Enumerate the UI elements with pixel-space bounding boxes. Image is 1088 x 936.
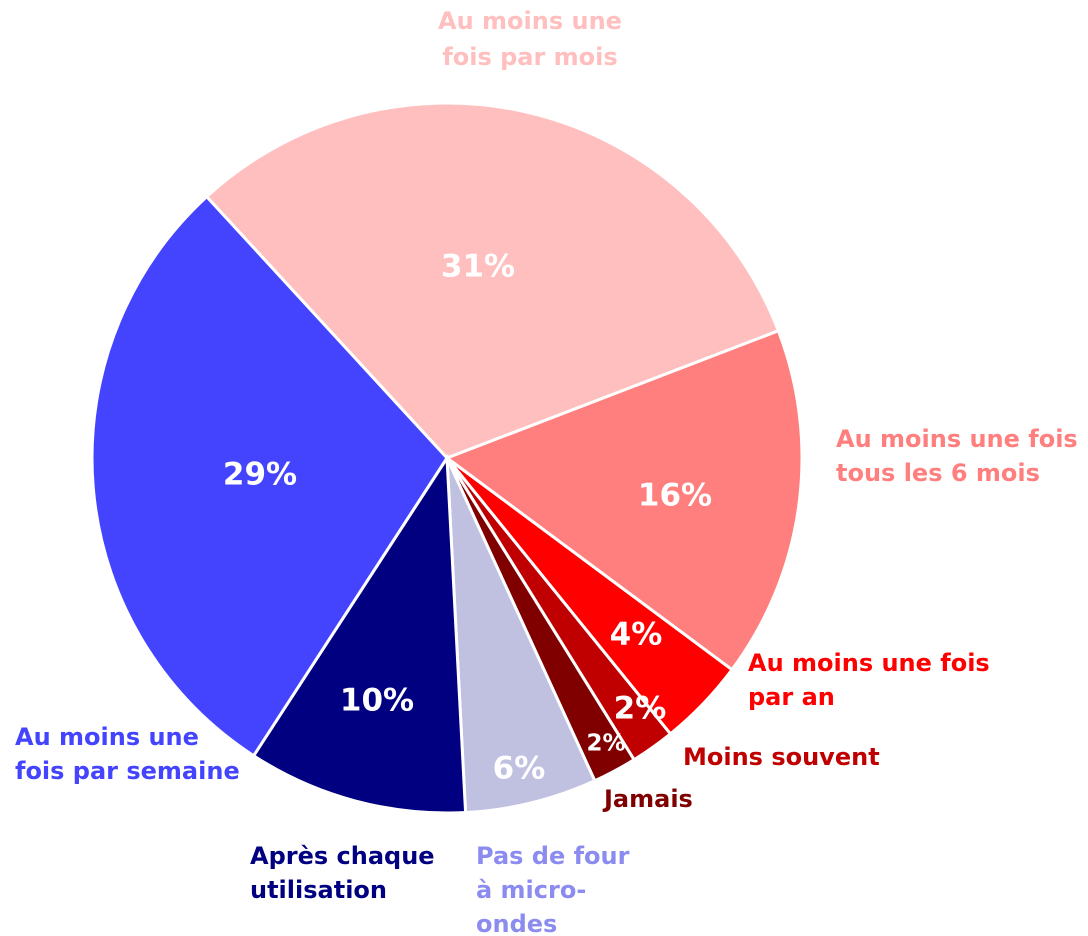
slice-label: à micro- <box>476 876 586 904</box>
value-label: 2% <box>586 731 625 757</box>
pie-slice <box>445 457 597 815</box>
value-label: 6% <box>493 751 546 787</box>
slice-label: Après chaque <box>250 842 435 870</box>
pie-slice <box>251 453 468 815</box>
slice-label: Au moins une fois <box>836 425 1078 453</box>
value-label: 31% <box>441 249 515 285</box>
slice-label: Au moins une fois <box>748 649 990 677</box>
pie-slice <box>204 101 781 460</box>
slice-label: utilisation <box>250 876 387 904</box>
value-label: 2% <box>614 691 667 727</box>
slice-label: fois par mois <box>442 43 617 71</box>
slice-label: Pas de four <box>476 842 630 870</box>
value-label: 16% <box>638 478 712 514</box>
value-label: 10% <box>340 683 414 719</box>
slice-label: Moins souvent <box>683 743 880 771</box>
value-label: 4% <box>610 617 663 653</box>
value-label: 29% <box>223 457 297 493</box>
slice-label: fois par semaine <box>15 757 240 785</box>
slice-label: tous les 6 mois <box>836 459 1040 487</box>
slice-label: Jamais <box>602 785 693 813</box>
slice-label: Au moins une <box>438 7 622 35</box>
pie-slice <box>443 328 804 672</box>
slice-label: par an <box>748 683 835 711</box>
slice-label: Au moins une <box>15 723 199 751</box>
slice-label: ondes <box>476 910 557 936</box>
pie-slice <box>90 194 449 758</box>
